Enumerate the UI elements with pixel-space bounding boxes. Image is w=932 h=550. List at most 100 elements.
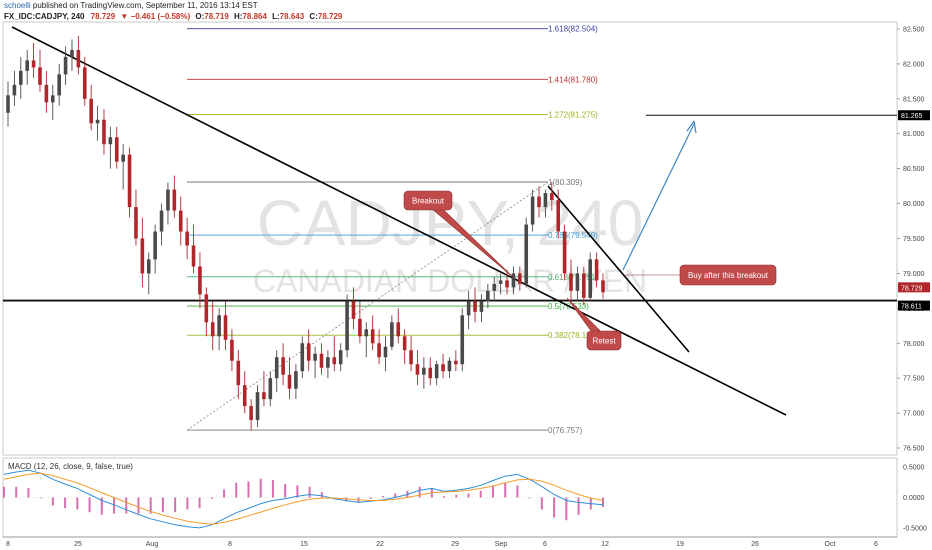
macd-histogram-bar [443,496,446,498]
macd-histogram-bar [113,497,116,514]
candle-body [178,210,183,232]
time-tick-label: 8 [6,541,10,548]
price-tag-label: 78.729 [901,285,923,292]
candle-body [223,315,228,340]
candle-body [402,336,407,351]
candle-body [550,193,554,201]
candle-body [441,364,445,372]
macd-title: MACD (12, 26, close, 9, false, true) [8,462,133,471]
price-change: ▼ −0.461 (−0.58%) [120,12,191,21]
macd-histogram-bar [418,486,421,498]
buy-callout: Buy after this breakout [624,264,777,286]
macd-histogram-bar [491,485,494,498]
trend-lines [3,26,897,416]
target-arrow-head [686,120,697,134]
buy-callout-text: Buy after this breakout [688,271,769,280]
candle-body [338,350,343,365]
candle-body [518,273,522,284]
candle-body [31,60,36,68]
candle-body [345,301,349,351]
candle-body [505,280,509,288]
time-tick-label: Oct [825,541,836,548]
macd-histogram-bar [100,497,103,515]
macd-histogram-bar [64,497,67,509]
candle-body [569,273,573,291]
candle-body [415,364,420,375]
candle-body [377,343,381,358]
candle-body [230,339,234,361]
candle-body [242,385,247,407]
close-label: C: [309,12,318,21]
signal-line [3,472,604,525]
candle-body [25,60,29,71]
macd-histogram-bar [553,497,556,518]
candle-body [210,322,215,337]
candle-body [588,259,593,298]
macd-tick-label: -0.5000 [903,525,927,532]
fib-label: 1.414(81.780) [548,75,598,84]
fib-anchor-line [186,181,549,431]
candle-body [319,353,324,368]
candle-body [82,67,87,99]
candle-body [575,273,580,291]
candle-body [95,119,100,124]
candle-body [300,343,305,372]
time-tick-label: 26 [751,541,759,548]
price-tick-label: 80.000 [903,201,925,208]
candle-body [134,207,138,239]
candle-body [121,154,125,162]
time-axis: 8 25 Aug 8 15 22 29 Sep 6 12 19 26 Oct 6 [6,541,878,548]
candle-body [114,137,119,162]
macd-tick-label: 0.0000 [903,495,925,502]
fib-label: 1(80.309) [548,178,583,187]
candle-body [217,315,221,337]
candle-body [294,371,298,389]
macd-histogram-bar [284,484,287,498]
candle-body [556,200,561,232]
price-tag-label: 81.265 [901,113,923,120]
fib-label: 0(76.757) [548,426,583,435]
macd-histogram-bar [76,497,79,510]
macd-histogram-bar [271,480,274,498]
retest-callout-box [586,330,622,351]
macd-histogram-bar [27,488,30,498]
price-tick-label: 78.000 [903,341,925,348]
candle-body [102,119,106,145]
fib-label: 0.786(79.549) [548,231,598,240]
candle-body [281,357,285,375]
candle-body [364,329,369,337]
low-label: L: [272,12,280,21]
author-link[interactable]: schoelli [4,1,31,10]
candle-body [44,84,49,103]
candle-body [236,360,241,386]
macd-histogram-bar [479,490,482,498]
high-value: 78.864 [242,12,267,21]
candle-body [473,301,477,312]
macd-histogram-bar [186,497,189,510]
macd-histogram-bar [39,497,42,499]
candle-body [409,350,413,365]
breakout-callout-box [403,190,453,211]
macd-histogram-bar [149,497,152,514]
annotations: Breakout Buy after this breakout Retest [403,190,777,351]
candle-body [262,392,266,400]
macd-histogram-bar [369,497,372,499]
symbol-name: FX_IDC:CADJPY, 240 [4,12,85,21]
candle-body [191,245,196,267]
breakout-callout: Breakout [403,190,515,279]
candle-body [63,56,68,75]
candle-body [204,294,209,323]
candle-body [306,343,311,361]
candle-body [89,98,93,124]
candle-body [447,360,452,372]
candle-body [268,378,273,400]
watermark-name: CANADIAN DOLLAR / YEN [253,263,647,299]
candle-body [582,273,586,298]
macd-histogram-bar [198,497,201,509]
macd-histogram-bar [345,497,348,502]
macd-histogram-bar [308,486,311,498]
candle-body [454,360,458,365]
candle-body [50,95,55,103]
